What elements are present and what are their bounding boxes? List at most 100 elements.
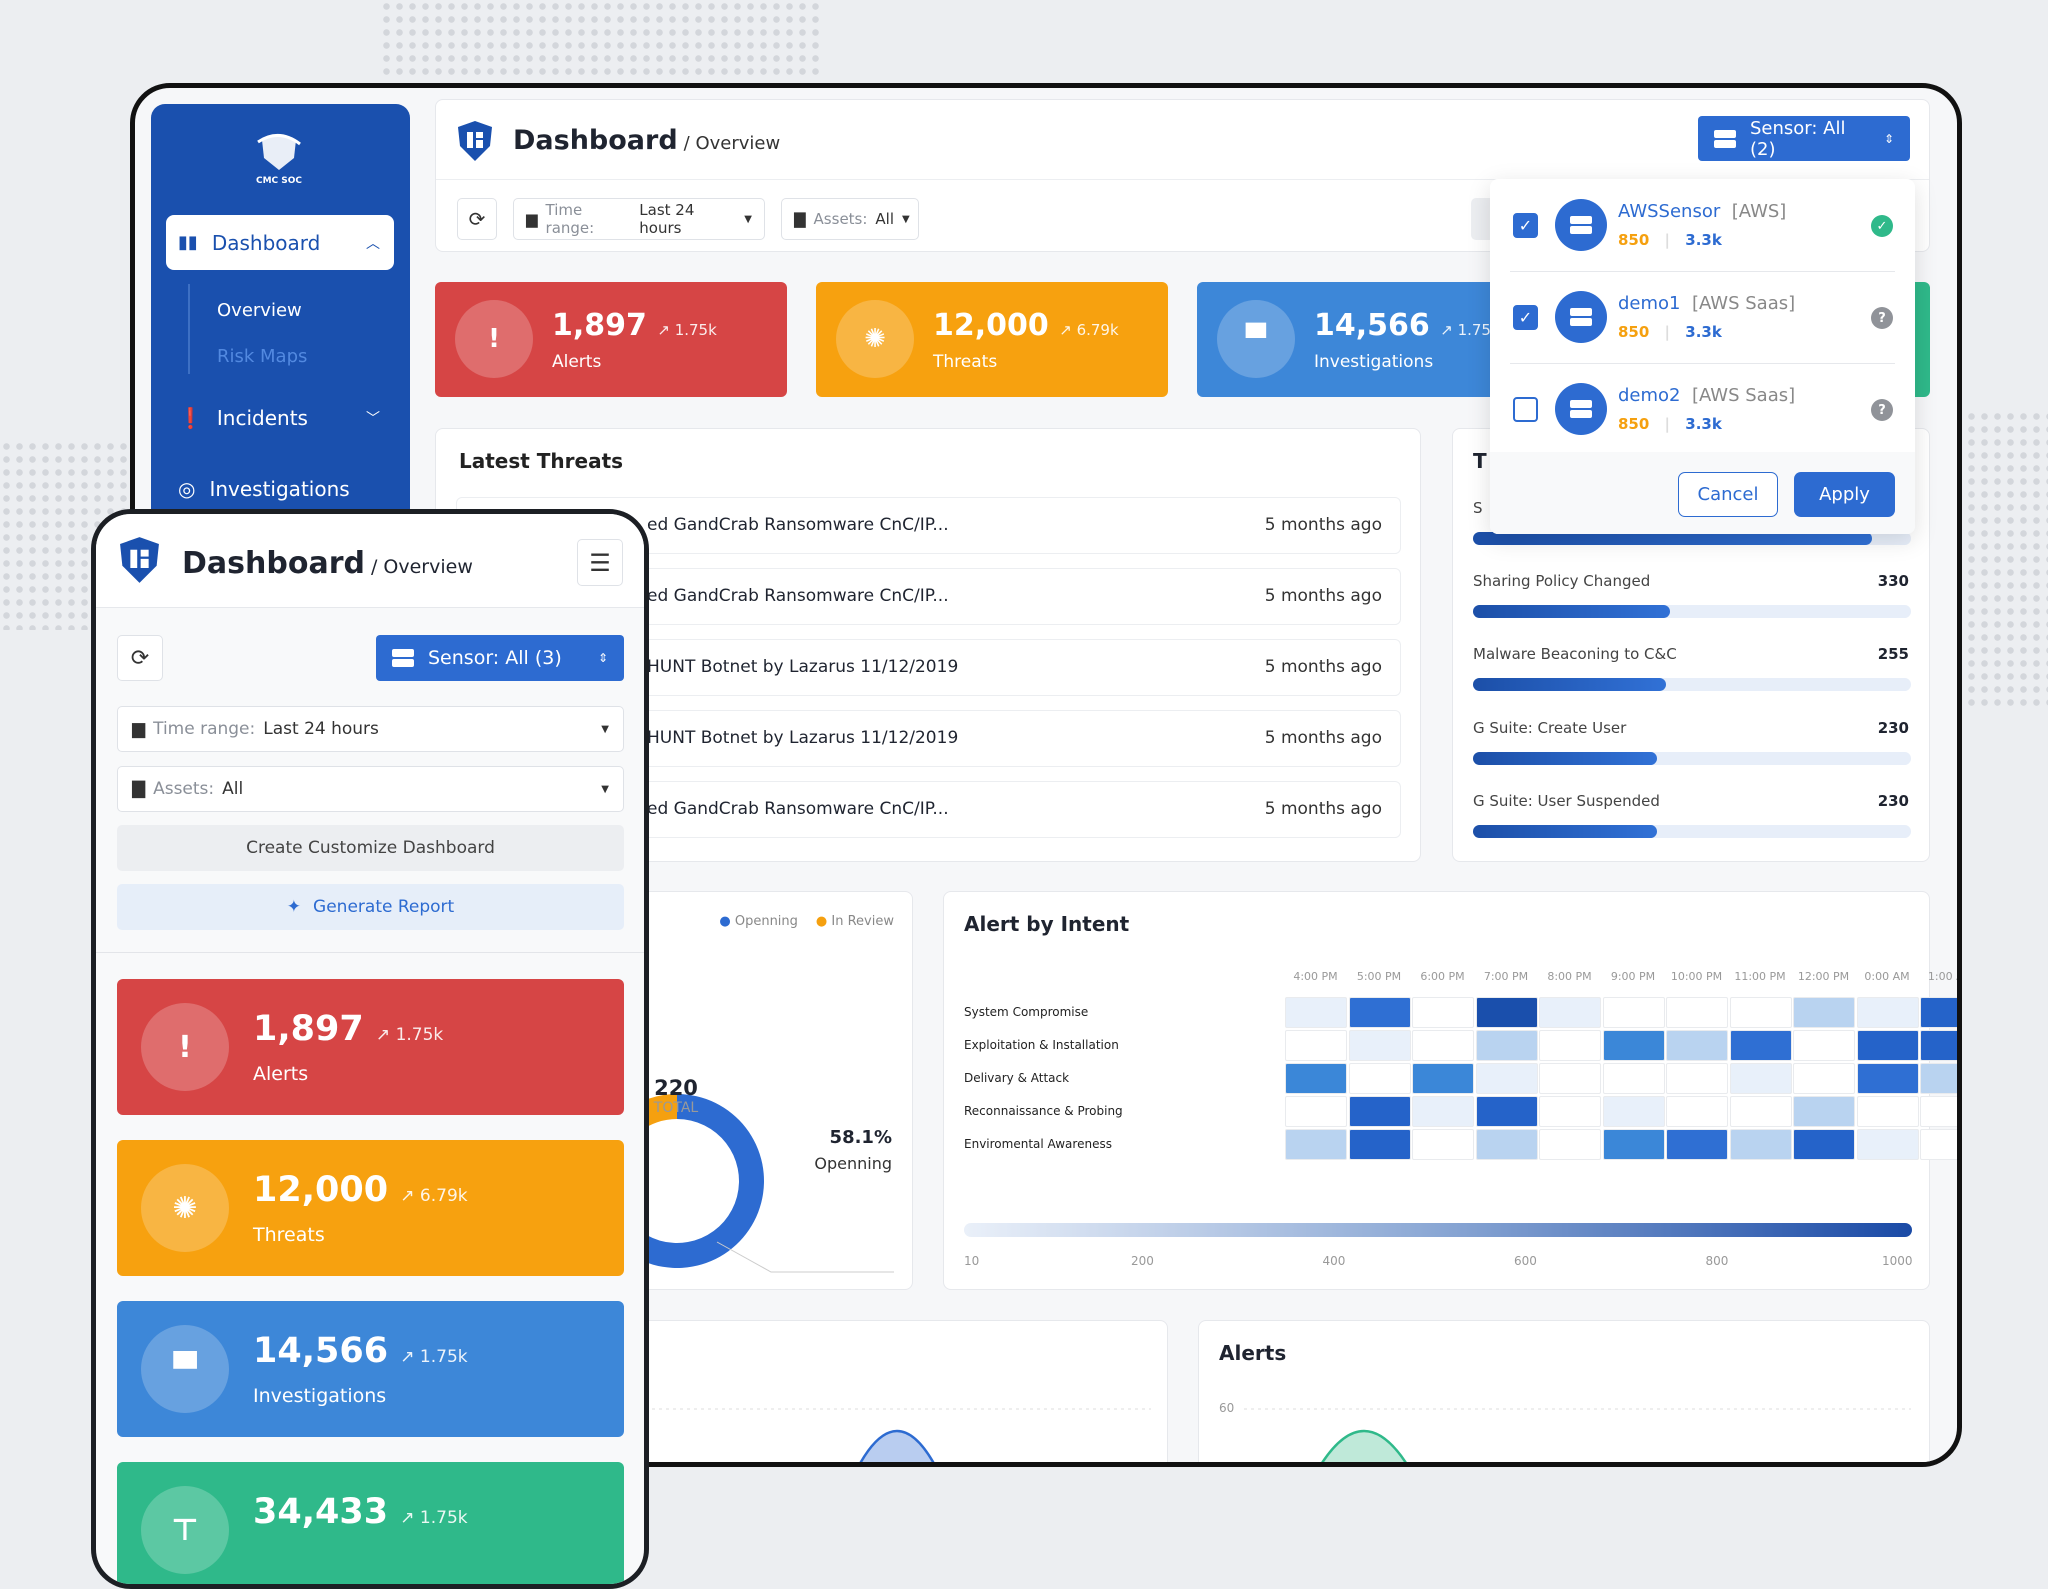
heatmap-cell[interactable] (1856, 1096, 1919, 1127)
heatmap-cell[interactable] (1856, 1063, 1919, 1094)
heatmap-cell[interactable] (1666, 997, 1728, 1028)
heatmap-cell[interactable] (1285, 1063, 1347, 1094)
heatmap-cell[interactable] (1475, 1063, 1538, 1094)
heatmap-cell[interactable] (1348, 1030, 1411, 1061)
assets-label: Assets: (813, 210, 868, 228)
heatmap-cell[interactable] (1920, 1129, 1957, 1160)
menu-button[interactable]: ☰ (577, 539, 623, 586)
heatmap-cell[interactable] (1856, 997, 1919, 1028)
stat-card-alerts[interactable]: ! 1,897 ↗ 1.75k Alerts (435, 282, 787, 397)
time-range-label: Time range: (545, 201, 595, 237)
alert-type-label: S (1473, 499, 1483, 517)
sensor-name: demo2 (1618, 385, 1681, 406)
heatmap-cell[interactable] (1856, 1129, 1919, 1160)
heatmap-cell[interactable] (1793, 1030, 1855, 1061)
heatmap-cell[interactable] (1412, 1063, 1474, 1094)
generate-report-button[interactable]: ✦ Generate Report (117, 884, 624, 930)
checkbox-unchecked[interactable] (1513, 397, 1538, 422)
checkbox-checked[interactable]: ✓ (1513, 305, 1538, 330)
heatmap-cell[interactable] (1412, 1096, 1474, 1127)
heatmap-cell[interactable] (1539, 997, 1601, 1028)
stat-card-investigations[interactable]: ▀ 14,566 ↗ 1.75k Investigations (117, 1301, 624, 1437)
heatmap-cell[interactable] (1666, 1063, 1728, 1094)
heatmap-cell[interactable] (1285, 997, 1347, 1028)
heatmap-cell[interactable] (1285, 1096, 1347, 1127)
sensor-select-button[interactable]: Sensor: All (2) ⇕ (1698, 116, 1910, 161)
sensor-name: AWSSensor (1618, 201, 1721, 222)
cancel-button[interactable]: Cancel (1678, 472, 1778, 517)
sensor-option[interactable]: ✓ AWSSensor [AWS] 850 | 3.3k ✓ (1490, 179, 1915, 271)
flow-icon: ⊤ (141, 1486, 229, 1574)
heatmap-cell[interactable] (1729, 1096, 1792, 1127)
heatmap-cell[interactable] (1348, 1129, 1411, 1160)
heatmap-cell[interactable] (1539, 1063, 1601, 1094)
checkbox-checked[interactable]: ✓ (1513, 213, 1538, 238)
heatmap-cell[interactable] (1475, 997, 1538, 1028)
heatmap-cell[interactable] (1920, 1030, 1957, 1061)
apply-button[interactable]: Apply (1794, 472, 1895, 517)
heatmap-cell[interactable] (1412, 997, 1474, 1028)
sidebar-subitem-overview[interactable]: Overview (217, 300, 302, 321)
heatmap-cell[interactable] (1920, 1096, 1957, 1127)
progress-fill (1473, 825, 1657, 838)
assets-select[interactable]: ▇ Assets: All ▼ (117, 766, 624, 812)
bug-icon: ✺ (141, 1164, 229, 1252)
alert-by-intent-card: Alert by Intent 4:00 PM 5:00 PM 6:00 PM 7:0… (943, 891, 1957, 1290)
trend-up-icon: ↗ (400, 1186, 420, 1206)
heatmap-cell[interactable] (1475, 1129, 1538, 1160)
stat-card-threats[interactable]: ✺ 12,000 ↗ 6.79k Threats (816, 282, 1168, 397)
sensor-name: demo1 (1618, 293, 1681, 314)
assets-select[interactable]: ▇ Assets: All ▼ (781, 198, 919, 240)
sensor-option[interactable]: ✓ demo1 [AWS Saas] 850 | 3.3k? (1490, 271, 1915, 363)
threat-time: 5 months ago (1264, 799, 1382, 819)
refresh-button[interactable]: ⟳ (117, 635, 163, 681)
sensor-dropdown: ✓ AWSSensor [AWS] 850 | 3.3k ✓ ✓ demo1 [AWS S… (1490, 179, 1915, 534)
heatmap-cell[interactable] (1793, 997, 1855, 1028)
heatmap-cell[interactable] (1348, 1096, 1411, 1127)
heatmap-cell[interactable] (1285, 1129, 1347, 1160)
heatmap-cell[interactable] (1729, 1129, 1792, 1160)
heatmap-cell[interactable] (1920, 1063, 1957, 1094)
heatmap-cell[interactable] (1602, 1129, 1665, 1160)
heatmap-cell[interactable] (1666, 1129, 1728, 1160)
time-range-select[interactable]: ▆ Time range: Last 24 hours ▼ (513, 198, 765, 240)
refresh-button[interactable]: ⟳ (457, 198, 497, 240)
heatmap-cell[interactable] (1729, 997, 1792, 1028)
stat-card-alerts[interactable]: ! 1,897 ↗ 1.75k Alerts (117, 979, 624, 1115)
heatmap-cell[interactable] (1412, 1129, 1474, 1160)
sidebar-item-investigations[interactable]: ◎ Investigations (166, 461, 394, 516)
heatmap-cell[interactable] (1729, 1063, 1792, 1094)
heatmap-cell[interactable] (1602, 1063, 1665, 1094)
create-dashboard-button[interactable]: Create Customize Dashboard (117, 825, 624, 871)
heatmap-cell[interactable] (1475, 1096, 1538, 1127)
heatmap-cell[interactable] (1856, 1030, 1919, 1061)
time-range-select[interactable]: ▆ Time range: Last 24 hours ▼ (117, 706, 624, 752)
heatmap-cell[interactable] (1602, 997, 1665, 1028)
heatmap-cell[interactable] (1602, 1096, 1665, 1127)
stat-card-threats[interactable]: ✺ 12,000 ↗ 6.79k Threats (117, 1140, 624, 1276)
heatmap-cell[interactable] (1412, 1030, 1474, 1061)
sensor-option[interactable]: demo2 [AWS Saas] 850 | 3.3k? (1490, 363, 1915, 455)
sensor-select-button[interactable]: Sensor: All (3) ⇕ (376, 635, 624, 681)
stat-card-extra[interactable]: ⊤ 34,433 ↗ 1.75k (117, 1462, 624, 1584)
heatmap-cell[interactable] (1729, 1030, 1792, 1061)
heatmap-cell[interactable] (1793, 1096, 1855, 1127)
heatmap-cell[interactable] (1920, 997, 1957, 1028)
heatmap-cell[interactable] (1666, 1096, 1728, 1127)
heatmap-cell[interactable] (1285, 1030, 1347, 1061)
heatmap-cell[interactable] (1793, 1063, 1855, 1094)
heatmap-cell[interactable] (1348, 1063, 1411, 1094)
sidebar-item-incidents[interactable]: ❗ Incidents ﹀ (166, 390, 394, 445)
heatmap-cell[interactable] (1539, 1030, 1601, 1061)
sidebar-item-dashboard[interactable]: ▮▮ Dashboard ︿ (166, 215, 394, 270)
heatmap-cell[interactable] (1602, 1030, 1665, 1061)
sensor-count-b: 3.3k (1685, 323, 1722, 341)
heatmap-cell[interactable] (1793, 1129, 1855, 1160)
heatmap-cell[interactable] (1348, 997, 1411, 1028)
server-icon (392, 647, 414, 669)
heatmap-cell[interactable] (1475, 1030, 1538, 1061)
heatmap-cell[interactable] (1539, 1129, 1601, 1160)
heatmap-cell[interactable] (1539, 1096, 1601, 1127)
sidebar-subitem-risk-maps[interactable]: Risk Maps (217, 346, 308, 367)
heatmap-cell[interactable] (1666, 1030, 1728, 1061)
